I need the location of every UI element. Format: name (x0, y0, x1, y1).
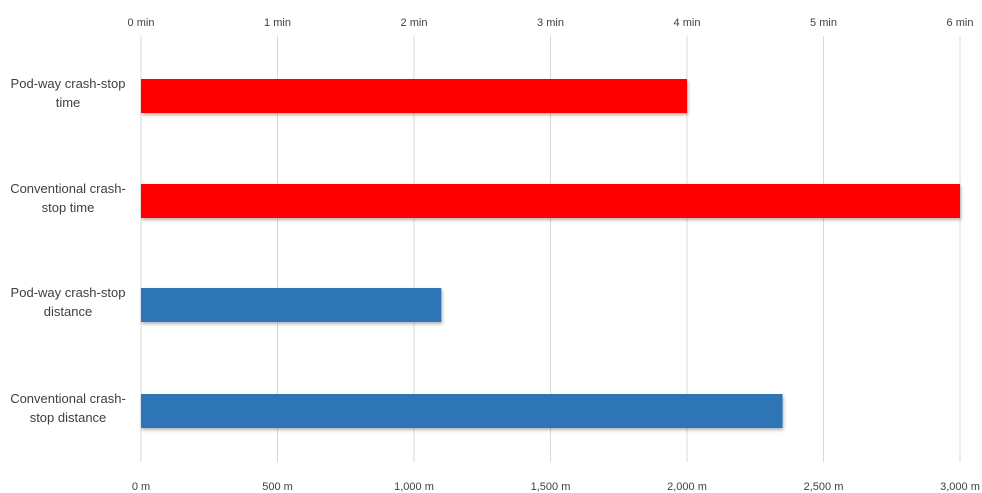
category-label: Conventional crash-stop time (10, 181, 126, 215)
category-label-line: time (56, 95, 81, 110)
bottom-axis-tick-label: 0 m (132, 481, 150, 493)
bottom-axis-tick-label: 1,000 m (394, 481, 434, 493)
top-axis-tick-label: 6 min (947, 17, 974, 29)
category-label: Conventional crash-stop distance (10, 391, 126, 425)
bar (141, 288, 442, 322)
category-label-line: Pod-way crash-stop (11, 285, 126, 300)
category-label-line: Pod-way crash-stop (11, 76, 126, 91)
bar (141, 394, 783, 428)
top-axis-tick-label: 1 min (264, 17, 291, 29)
bottom-axis-tick-label: 2,000 m (667, 481, 707, 493)
bottom-axis-tick-label: 3,000 m (940, 481, 980, 493)
bottom-axis: 0 m 500 m 1,000 m 1,500 m 2,000 m 2,500 m 3,00… (132, 481, 980, 493)
bar (141, 79, 687, 113)
top-axis: 0 min 1 min 2 min 3 min 4 min 5 min 6 min (128, 17, 974, 29)
category-label-line: distance (44, 304, 92, 319)
category-label: Pod-way crash-stop distance (11, 285, 126, 319)
top-axis-tick-label: 4 min (674, 17, 701, 29)
category-label-line: Conventional crash- (10, 391, 126, 406)
bottom-axis-tick-label: 500 m (262, 481, 293, 493)
top-axis-tick-label: 3 min (537, 17, 564, 29)
category-label: Pod-way crash-stop time (11, 76, 126, 110)
category-label-line: stop distance (30, 410, 107, 425)
category-axis: Pod-way crash-stop time Conventional crash… (10, 76, 126, 425)
bar (141, 184, 960, 218)
top-axis-tick-label: 5 min (810, 17, 837, 29)
category-label-line: stop time (42, 200, 95, 215)
bottom-axis-tick-label: 1,500 m (531, 481, 571, 493)
bottom-axis-tick-label: 2,500 m (804, 481, 844, 493)
top-axis-tick-label: 0 min (128, 17, 155, 29)
top-axis-tick-label: 2 min (401, 17, 428, 29)
category-label-line: Conventional crash- (10, 181, 126, 196)
bars (141, 79, 960, 428)
